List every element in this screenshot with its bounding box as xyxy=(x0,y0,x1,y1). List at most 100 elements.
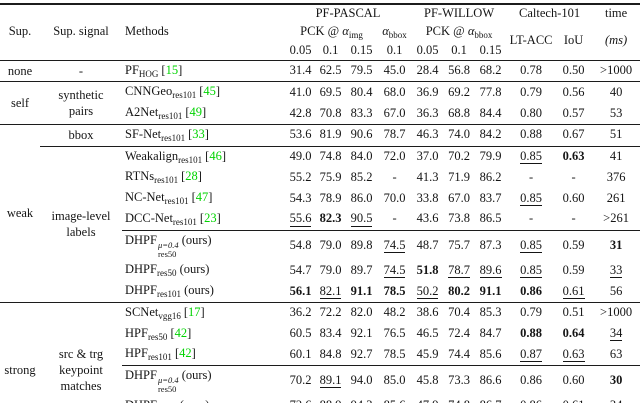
supervision-signal-label: - xyxy=(78,63,84,78)
metric-value-text: 70.2 xyxy=(448,149,470,164)
metric-value: 86.6 xyxy=(474,365,508,396)
metric-value: 0.86 xyxy=(507,396,555,403)
col-header-ms: (ms) xyxy=(604,33,628,48)
metric-value-text: 53.6 xyxy=(289,127,312,142)
metric-value: 47.9 xyxy=(411,396,444,403)
citation-number: 17 xyxy=(188,304,201,319)
metric-value-text: 41.0 xyxy=(289,84,312,99)
citation-number: 42 xyxy=(179,346,192,361)
metric-value-text: 48.2 xyxy=(383,305,406,320)
group-header-time: time xyxy=(604,6,628,20)
metric-value-text: - xyxy=(528,211,534,226)
metric-value: 0.59 xyxy=(555,229,593,261)
metric-value-text: 36.3 xyxy=(416,105,439,120)
metric-value-text: 31.4 xyxy=(289,63,312,77)
supervision-level-label: self xyxy=(0,81,40,125)
table-row: image-level labels Weakalignres101 [46] 49.… xyxy=(0,145,640,303)
method-base: CNNGeo xyxy=(125,84,173,99)
metric-value-text: >261 xyxy=(603,211,629,226)
metric-value-text: 0.85 xyxy=(520,237,543,253)
metric-value-text: 43.6 xyxy=(416,211,439,226)
metric-value-text: 56.8 xyxy=(448,63,470,77)
metric-value: 71.9 xyxy=(444,167,474,188)
metric-value: 90.6 xyxy=(345,123,378,147)
metric-value-text: 82.0 xyxy=(350,305,373,320)
table-row: HPFres101 [42] 60.1 84.8 92.7 78.5 45.9 74.4 85.… xyxy=(0,344,640,365)
method-base: PF xyxy=(125,62,139,77)
metric-value-text: 0.56 xyxy=(562,84,585,99)
metric-value: 0.78 xyxy=(507,60,555,82)
metric-value: 0.86 xyxy=(507,365,556,396)
metric-value: 34 xyxy=(592,396,640,403)
metric-value: 0.87 xyxy=(507,344,555,365)
metric-value-text: 84.0 xyxy=(350,149,373,164)
metric-value: 0.61 xyxy=(555,396,592,403)
metric-value: 33 xyxy=(592,260,640,281)
metric-value: 31.4 xyxy=(285,60,316,82)
metric-value-text: 90.5 xyxy=(350,211,373,227)
metric-value: 0.85 xyxy=(507,145,556,168)
metric-value: 85.6 xyxy=(474,344,507,365)
metric-value-text: 54.8 xyxy=(289,237,312,252)
metric-value-text: 72.4 xyxy=(448,326,470,341)
metric-value-text: 48.7 xyxy=(416,237,439,252)
metric-value: 0.51 xyxy=(555,301,593,324)
metric-value: 76.5 xyxy=(378,324,411,345)
method-name: NC-Netres101 [47] xyxy=(122,188,285,209)
citation-number: 33 xyxy=(192,126,205,141)
metric-value-text: 28.4 xyxy=(416,63,439,77)
metric-value: 0.86 xyxy=(507,281,555,302)
metric-value: 94.3 xyxy=(345,396,378,403)
metric-value-text: 78.5 xyxy=(383,283,406,298)
metric-value-text: >1000 xyxy=(600,63,633,77)
method-subscript: res101 xyxy=(156,289,181,300)
tick-pascal-015: 0.15 xyxy=(350,42,373,57)
metric-value: 0.79 xyxy=(507,301,556,324)
metric-value-text: 79.5 xyxy=(350,63,373,77)
method-name: HPFres50 [42] xyxy=(122,324,285,345)
metric-value: 49.0 xyxy=(285,145,316,168)
metric-value: 90.5 xyxy=(345,209,378,230)
metric-value: 84.8 xyxy=(316,344,345,365)
method-name: RTNsres101 [28] xyxy=(122,167,285,188)
metric-value: 78.9 xyxy=(316,188,345,209)
metric-value-text: 72.0 xyxy=(383,149,406,164)
table-row: DHPFres50 (ours) 72.6 88.9 94.3 85.6 47.9 74.8… xyxy=(0,396,640,403)
metric-value-text: 0.79 xyxy=(520,305,543,320)
metric-value: 41.3 xyxy=(411,167,444,188)
metric-value-text: 0.80 xyxy=(520,105,543,120)
metric-value-text: 46.3 xyxy=(416,127,439,142)
supervision-signal-label: bbox xyxy=(40,123,122,147)
citation-ref: [46] xyxy=(205,148,226,163)
metric-value: 0.85 xyxy=(507,188,555,209)
citation-number: 49 xyxy=(189,105,203,120)
metric-value-text: 85.3 xyxy=(479,305,502,320)
metric-value-text: 0.86 xyxy=(520,373,543,388)
method-base: DHPF xyxy=(125,283,157,298)
metric-value-text: 0.57 xyxy=(562,105,585,120)
table-row: strong src & trg keypoint matches SCNetvgg… xyxy=(0,301,640,403)
method-sup-sub: μ=0.4 res50 xyxy=(158,375,179,395)
metric-value: 0.79 xyxy=(507,81,556,104)
metric-value-text: 75.9 xyxy=(319,169,342,184)
metric-value-text: 74.8 xyxy=(448,398,470,403)
metric-value: 92.1 xyxy=(345,324,378,345)
table-row: DCC-Netres101 [23] 55.6 82.3 90.5-43.6 73.8 86… xyxy=(0,209,640,230)
table-row: weak bbox SF-Netres101 [33] 53.6 81.9 90.6 78.7… xyxy=(0,123,640,303)
metric-value-text: 81.9 xyxy=(319,127,342,142)
metric-value: 60.5 xyxy=(285,324,316,345)
citation-ref: [23] xyxy=(199,210,221,225)
method-name: Weakalignres101 [46] xyxy=(122,145,285,168)
citation-ref: [42] xyxy=(170,325,192,340)
col-header-iou: IoU xyxy=(563,33,584,48)
ours-label: (ours) xyxy=(181,232,212,247)
metric-value: 78.5 xyxy=(378,344,411,365)
method-base: DHPF xyxy=(125,232,157,247)
metric-value-text: 45.9 xyxy=(416,346,439,361)
metric-value-text: 40 xyxy=(609,84,623,99)
table-row: DHPF μ=0.4 res50 (ours) 70.2 89.1 94.0 85.0 45.… xyxy=(0,365,640,396)
metric-value: 70.2 xyxy=(285,365,316,396)
metric-value: 0.57 xyxy=(555,103,592,124)
metric-value-text: 34 xyxy=(610,398,623,403)
metric-value: 41.0 xyxy=(285,81,316,104)
